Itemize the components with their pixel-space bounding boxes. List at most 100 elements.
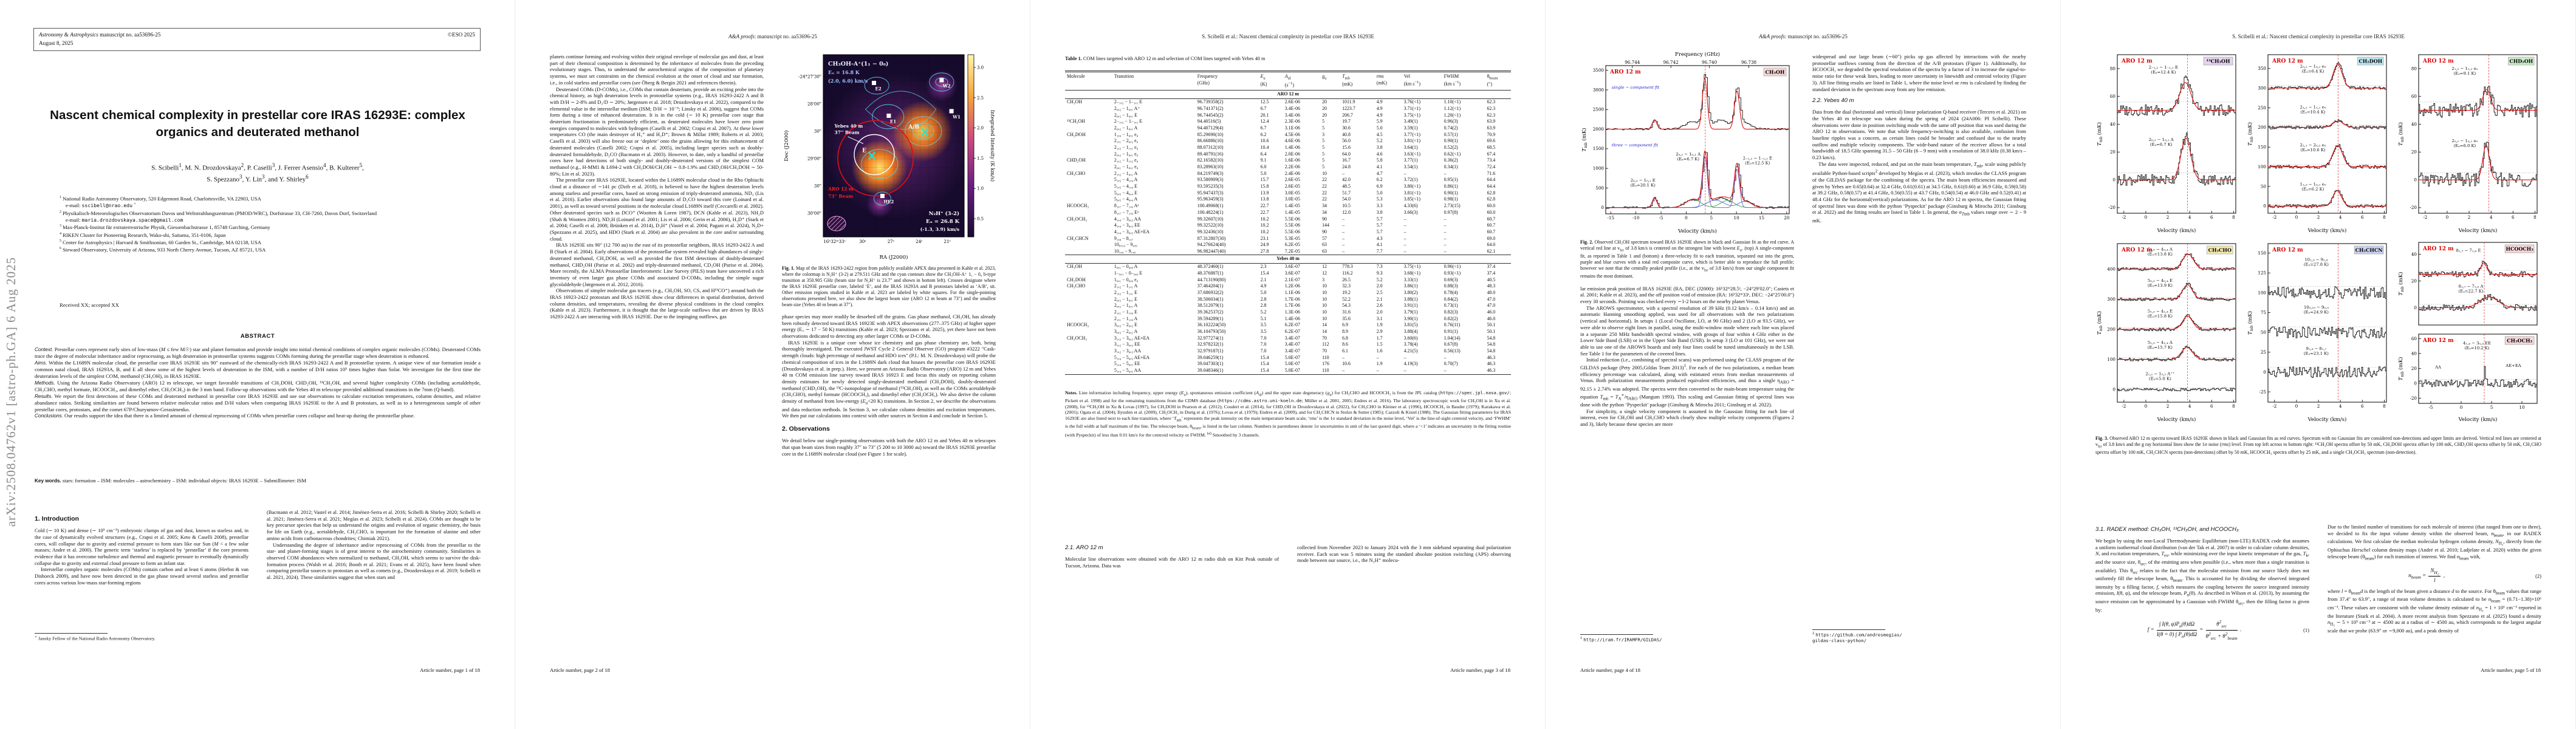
svg-text:24ˢ: 24ˢ [916,239,923,244]
svg-text:3.0: 3.0 [977,66,984,70]
cell-transition: 5₁,₄ − 5₀,₅ AE+EA [1114,354,1150,360]
svg-text:0: 0 [2263,369,2266,375]
svg-text:20: 20 [2411,278,2417,284]
svg-text:CH₃OH-A⁺(1₁ − 0₀): CH₃OH-A⁺(1₁ − 0₀) [828,61,888,67]
cell-transition: 1₁,₀ − 1₀,₁ e₀ [1114,131,1139,137]
panel-hcooch3: 0 20 40 Tmb (mK) 8₁,₇ − 7₁,₆ E 8₁,₇ − 7₁,₆ A(… [2397,242,2538,326]
svg-text:5: 5 [1710,215,1713,221]
svg-text:29'00": 29'00" [807,157,821,162]
svg-text:AE+EA: AE+EA [2505,363,2521,368]
footnote-jansky: ⋆ Jansky Fellow of the National Radio As… [35,633,248,642]
ch3oh-spectrum-plot: 0 500 1000 1500 2000 2500 3000 3500 -15 -10 -5 0 5 10… [1581,51,1790,234]
svg-text:CH₃OH: CH₃OH [1766,69,1785,75]
column-header: Molecule [1065,71,1112,91]
svg-text:W1: W1 [952,114,961,120]
svg-text:60: 60 [2411,336,2417,341]
cell-molecule [1065,368,1112,374]
manuscript-header-box: ©ESO 2025 Astronomy & Astrophysics manus… [33,28,481,51]
svg-text:-2: -2 [2122,403,2126,409]
intro-col-right: (Bacmann et al. 2012; Vastel et al. 2014… [267,509,481,581]
svg-text:(2.0, 6.0) km/s: (2.0, 6.0) km/s [828,78,868,84]
svg-text:ARO 12 m: ARO 12 m [827,187,854,192]
svg-text:40: 40 [2110,122,2116,127]
cell-transition: 3₀,₃ − 2₀,₂ E [1114,322,1137,328]
svg-text:2₀,₂ − 1₀,₁ E(Eᵤ=20.1 K): 2₀,₂ − 1₀,₁ E (Eᵤ=20.1 K) [1631,178,1656,188]
svg-text:6: 6 [2361,214,2364,220]
svg-text:-25: -25 [2259,389,2266,394]
cell-transition: 2₁,₁ − 1₁,₀ A [1114,315,1138,321]
cell-transition: 3₁,₂ − 3₀,₃ EE [1114,341,1140,347]
cell-transition: 5₁,₅ − 4₁,₄ A [1114,177,1138,183]
svg-text:200: 200 [2258,125,2266,130]
section-2-heading: 2. Observations [782,425,830,433]
abstract-paragraph: Context. Prestellar cores represent earl… [35,346,481,360]
running-head: S. Scibelli et al.: Nascent chemical com… [1202,33,1374,39]
svg-text:8: 8 [2232,403,2235,409]
table-row: CH₃OH 2₋₁,₂ − 1₋₁,₁ E 96.739358(2) 12.5 2.6E… [1065,98,1511,105]
svg-text:Velocity (km/s): Velocity (km/s) [2307,416,2347,423]
cell-molecule: CH₃OCH₃ [1067,335,1088,341]
svg-text:1000: 1000 [1593,166,1605,171]
cell-molecule: CH₂DOH [1067,276,1086,282]
cell-molecule: CH₂DOH [1067,131,1086,137]
svg-text:2₁,₂ − 1₁,₁ e₀(Eᵤ=10.4 K): 2₁,₂ − 1₁,₁ e₀ (Eᵤ=10.4 K) [2300,105,2326,115]
svg-text:125: 125 [2258,270,2266,276]
figure-2-caption: Fig. 2. Observed CH₃OH spectrum toward I… [1580,239,1794,279]
affiliation-email[interactable]: e-mail: maria.drozdovskaya.space@gmail.c… [66,217,183,224]
svg-text:2₁,₁ − 2₀,₂ e₀(Eᵤ=10.6 K): 2₁,₁ − 2₀,₂ e₀ (Eᵤ=10.6 K) [2300,143,2326,152]
svg-text:2: 2 [2468,214,2471,220]
table-row: ¹³CH₃OH 2₋₁,₂ − 1₋₁,₁ E 94.40516(5) 12.4 2.3… [1065,118,1511,125]
column-header: θbeam (″) [1485,71,1511,91]
svg-text:37'' Beam: 37'' Beam [835,130,860,135]
svg-text:250: 250 [2258,105,2266,111]
svg-text:HE2: HE2 [883,199,894,205]
table-row: 5₁,₄ − 5₀,₅ AE+EA 39.046259(1) 15.4 5.0E-07… [1065,355,1511,361]
svg-text:8: 8 [2383,214,2386,220]
affiliation-email[interactable]: e-mail: sscibell@nrao.edu ⋆ [66,202,136,209]
svg-text:0: 0 [2414,305,2417,310]
cell-molecule [1065,315,1112,322]
svg-text:30": 30" [814,129,821,134]
cell-transition: 3₁,₂ − 3₀,₃ AA [1114,348,1142,354]
svg-text:0: 0 [2112,177,2115,182]
svg-text:2: 2 [2167,214,2170,220]
svg-text:8₁,₇ − 7₁,₆ E: 8₁,₇ − 7₁,₆ E [2456,248,2481,253]
svg-text:-24°27'30": -24°27'30" [798,75,821,80]
gildas-link[interactable]: 1 http://iram.fr/IRAMFR/GILDAS/ [1580,636,1662,643]
svg-text:E2: E2 [875,86,882,92]
svg-text:96.740: 96.740 [1702,60,1718,65]
svg-text:15: 15 [1759,215,1765,221]
cell-molecule [1065,125,1112,132]
svg-text:1.0: 1.0 [977,187,984,191]
svg-text:A/B: A/B [908,125,919,131]
svg-text:Tmb (mK): Tmb (mK) [1581,128,1588,152]
svg-text:2.5: 2.5 [977,95,984,100]
svg-text:96.744: 96.744 [1625,60,1640,65]
affiliation-item: 5 Center for Astrophysics | Harvard & Sm… [60,239,261,246]
table-row: 3₁,₂ − 3₀,₃ AA 32.979187(1) 7.0 3.4E-07 70 6.… [1065,348,1511,355]
cell-transition: 2₀,₂ − 1₀,₁ E [1114,112,1137,118]
affiliation-item: 2 Physikalisch-Meteorologisches Observat… [60,210,461,224]
svg-text:single − component fit: single − component fit [1612,85,1660,90]
svg-text:27ˢ: 27ˢ [888,239,895,244]
svg-text:8: 8 [2383,403,2386,409]
cell-transition: 2₁,₁ − 2₀,₂ e₀ [1114,138,1139,144]
cell-transition: 2₋₁,₂ − 1₋₁,₁ E [1114,118,1143,125]
svg-text:4: 4 [2339,403,2342,409]
github-link[interactable]: 2 https://github.com/andresmegias/gildas… [1812,631,1902,644]
svg-text:2: 2 [2167,403,2170,409]
cell-molecule [1065,242,1112,248]
cell-molecule [1065,164,1112,171]
table-row: 2₁,₂ − 1₁,₁ E 37.686932(2) 5.0 1.1E-06 10 19.… [1065,290,1511,296]
column-header: Transition [1112,71,1196,91]
svg-text:21ˢ: 21ˢ [944,239,951,244]
cell-transition: 2₀,₂ − 1₀,₁ E [1114,296,1137,302]
table-row: 5₁,₄ − 5₀,₅ EE 39.047303(1) 15.4 5.0E-07 176… [1065,361,1511,368]
cell-molecule [1065,151,1112,157]
page-footer: Article number, page 4 of 18 [1580,667,1640,673]
svg-text:75: 75 [2261,310,2267,315]
cell-molecule [1065,196,1112,203]
svg-text:20: 20 [1784,215,1790,221]
cell-molecule: CH₂CHCN [1067,235,1089,241]
svg-text:96.742: 96.742 [1663,60,1679,65]
